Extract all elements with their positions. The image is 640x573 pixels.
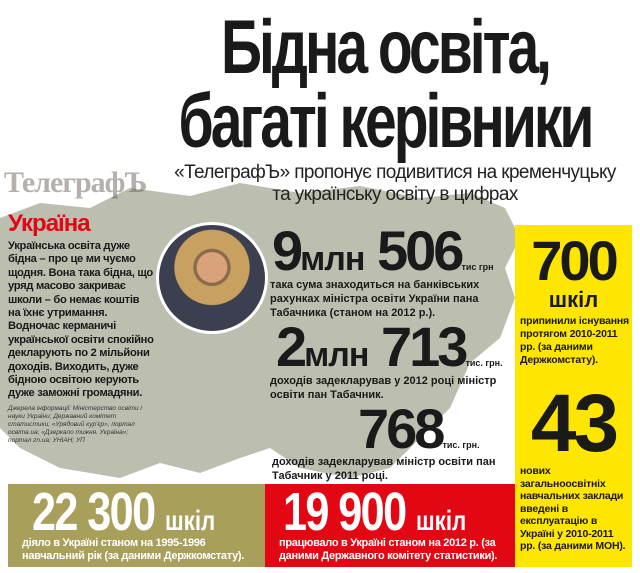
intro-column: Українська освіта дуже бідна – про це ми… [8,240,154,445]
stat-3-thousands: 768 [358,397,445,460]
bottom-left-stat: 22 300 шкіл діяло в Україні станом на 19… [8,484,265,567]
stat-3-text: доходів задекларував міністр освіти пан … [272,456,496,482]
intro-text: Українська освіта дуже бідна – про це ми… [8,240,154,400]
stat-2-text: доходів задекларував у 2012 році міністр… [270,375,497,401]
watermark-logo: ТелеграфЪ [4,166,147,199]
stat-1-millions: 9 [272,219,303,282]
stat-2-mln: млн [304,336,369,374]
schools-1995-unit: шкіл [164,505,216,536]
schools-2012-text: працювало в Україні станом на 2012 р. (з… [279,537,498,562]
sources-note: Джерела інформації: Міністерство освіти … [8,404,142,444]
minister-photo [156,222,268,334]
stat-2-unit: тис. грн. [465,358,503,368]
subtitle-line-2: та українську освіту в цифрах [272,184,518,205]
stat-2-number: 2млн 713тис. грн. [276,319,503,388]
title-line-2: багаті керівники [178,79,595,164]
stat-1-text: така сума знаходиться на банківських рах… [270,279,480,319]
bottom-right-stat: 19 900 шкіл працювало в Україні станом н… [265,484,515,567]
new-schools-number: 43 [530,378,619,469]
schools-2012-number: 19 900 шкіл [283,484,467,547]
schools-1995-number: 22 300 шкіл [32,484,216,547]
yellow-panel: 700 шкіл припинили існування протягом 20… [515,225,632,567]
stat-2-thousands: 713 [381,315,468,378]
section-heading: Україна [8,210,91,237]
schools-closed-number: 700 [531,229,618,292]
title-line-1: Бідна освіта, [220,5,552,90]
schools-2012-value: 19 900 [283,484,407,542]
new-schools-text: нових загальноосвітніх навчальних заклад… [520,465,626,552]
ukraine-map-silhouette [0,183,520,478]
schools-closed-unit: шкіл [548,287,599,312]
stat-3-unit: тис. грн. [442,440,480,450]
schools-2012-unit: шкіл [415,505,467,536]
stat-2-millions: 2 [276,315,307,378]
stat-3-number: 768тис. грн. [358,401,480,470]
stat-1-number: 9млн 506тис грн [272,223,494,292]
subtitle-line-1: «ТелеграфЪ» пропонує подивитися на креме… [174,162,616,183]
stat-1-thousands: 506 [377,219,464,282]
schools-1995-text: діяло в Україні станом на 1995-1996 навч… [22,537,245,562]
schools-closed-text: припинили існування протягом 2010-2011 р… [520,315,629,366]
stat-1-unit: тис грн [461,262,494,272]
stat-1-mln: млн [300,240,365,278]
subtitle: «ТелеграфЪ» пропонує подивитися на креме… [150,162,640,206]
schools-1995-value: 22 300 [32,484,156,542]
